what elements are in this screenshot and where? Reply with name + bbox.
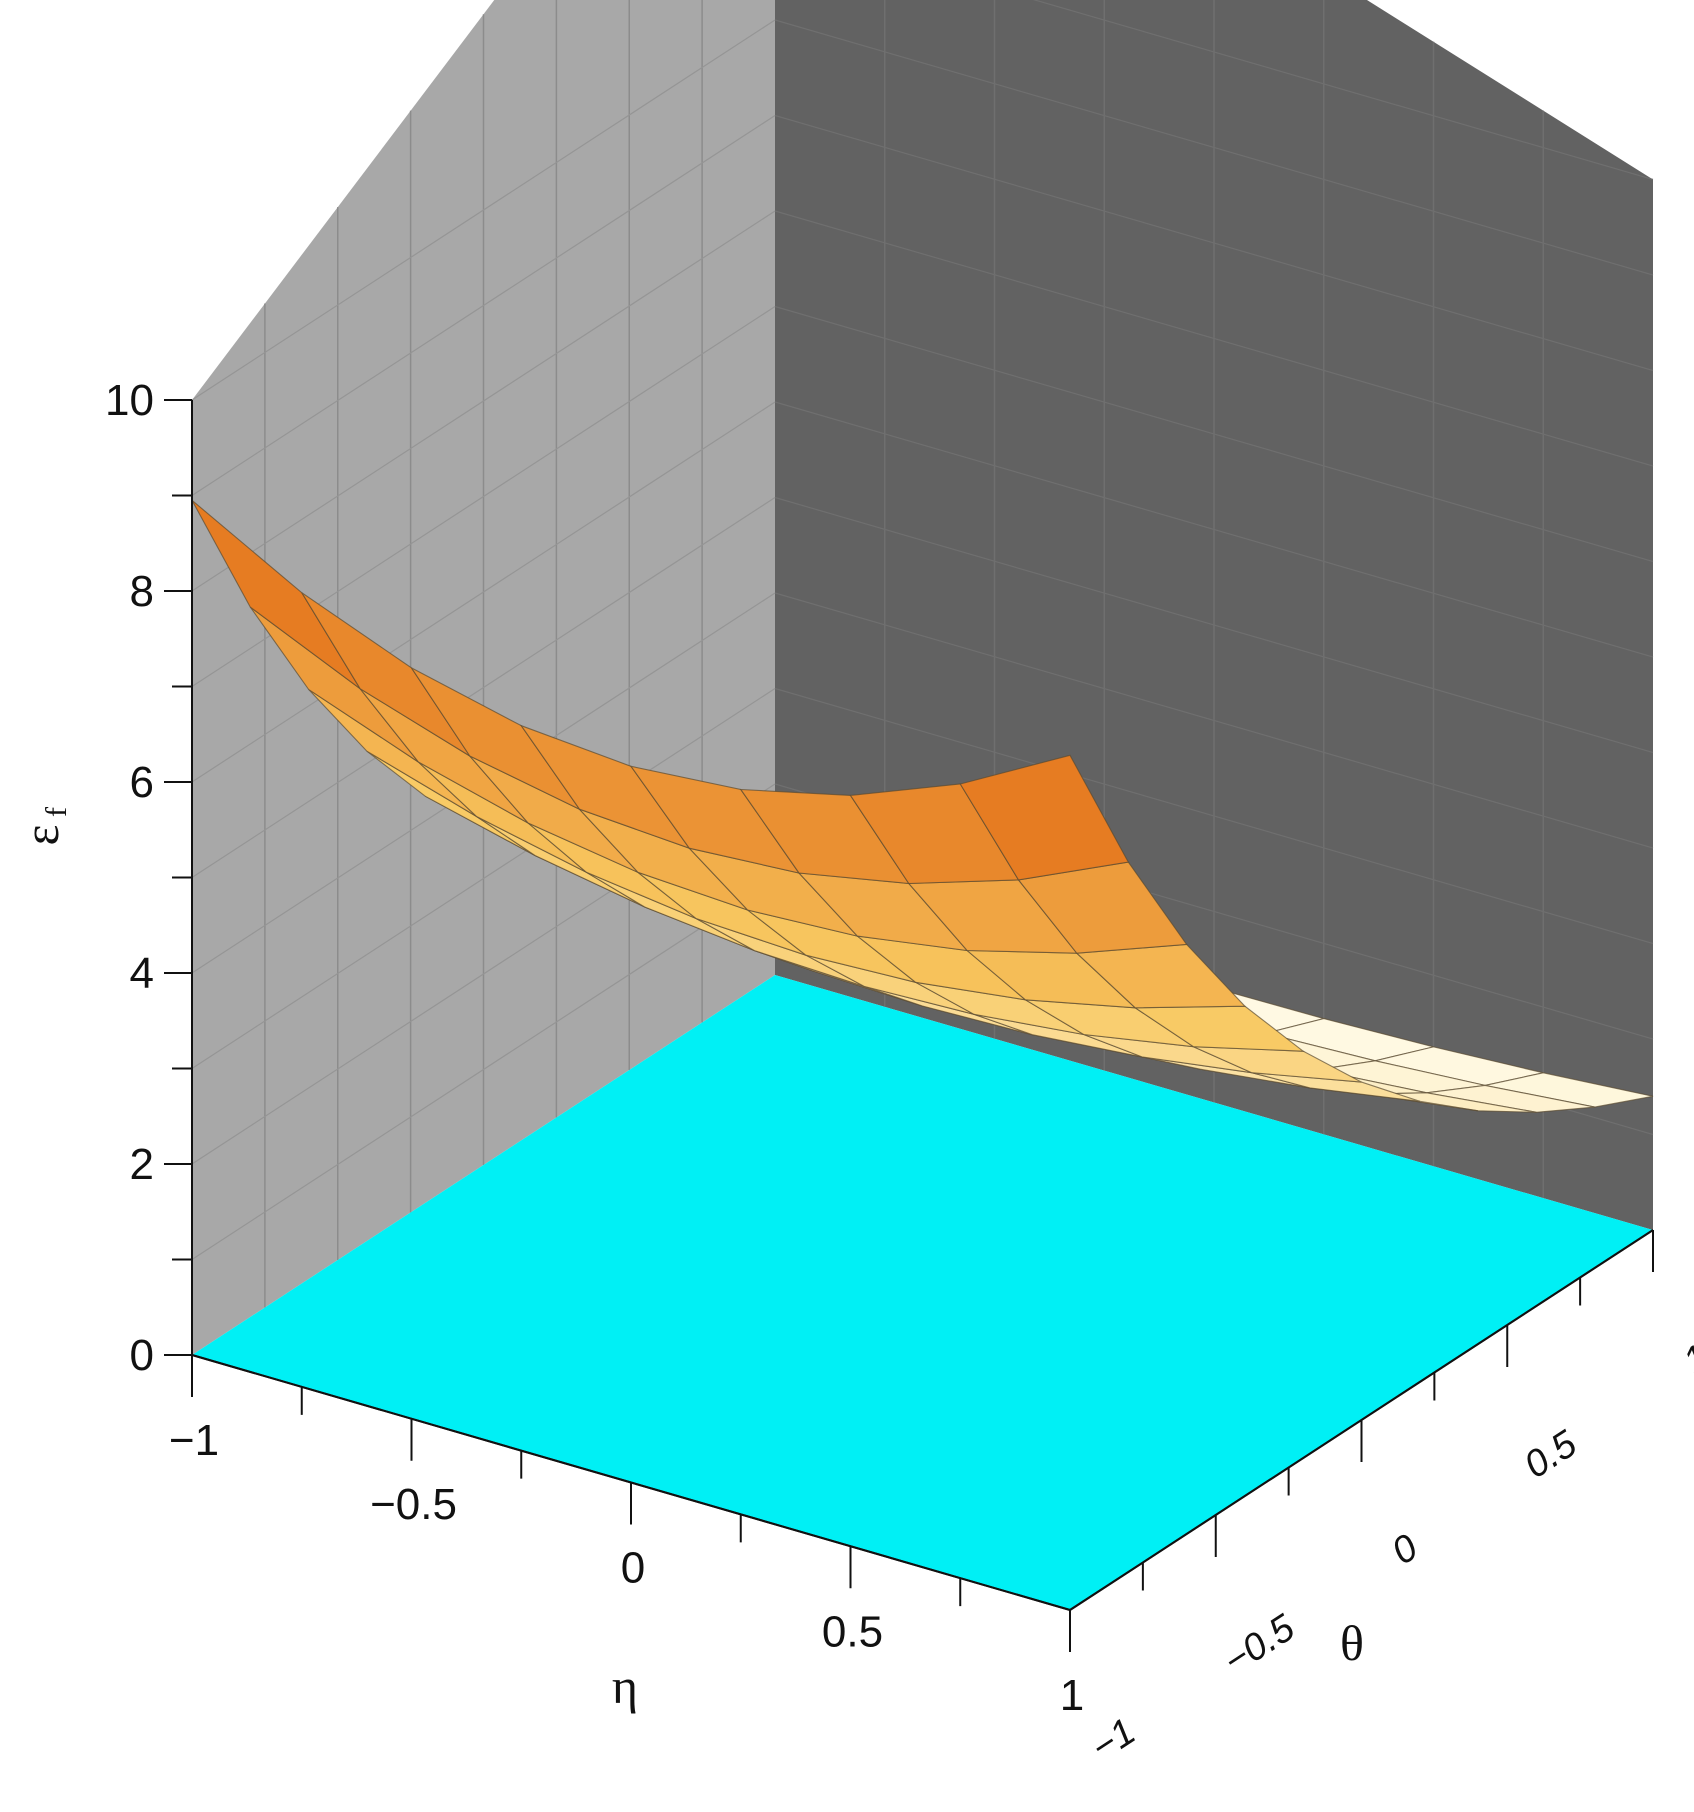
back-wall-gridline [774, 592, 1654, 849]
x-axis-title: η [612, 1658, 638, 1714]
surface [191, 499, 1654, 1113]
eta-tick-label: 1 [1060, 1671, 1084, 1720]
eta-tick-label: 0 [621, 1544, 645, 1593]
z-tick-label: 4 [130, 949, 154, 998]
left-wall-gridline [191, 114, 776, 497]
left-wall-gridline [191, 878, 776, 1261]
back-wall-gridline [774, 114, 1654, 372]
y-axis-title: θ [1340, 1615, 1364, 1671]
theta-tick-label: −1 [1084, 1711, 1143, 1770]
theta-tick-label: 0 [1385, 1527, 1426, 1574]
left-wall-gridline [191, 19, 776, 401]
z-tick-label: 2 [130, 1140, 154, 1189]
back-wall-gridline [774, 210, 1654, 467]
theta-tick-label: 0.5 [1517, 1422, 1585, 1486]
left-wall-gridline [191, 496, 776, 879]
z-axis-title: ε [13, 825, 69, 846]
left-wall-gridline [191, 687, 776, 1070]
eta-tick-label: −0.5 [370, 1480, 457, 1529]
z-axis-title-subscript: f [40, 807, 73, 817]
left-wall-gridline [191, 210, 776, 592]
z-tick-label: 0 [130, 1331, 154, 1380]
z-tick-label: 6 [130, 758, 154, 807]
theta-tick-label: 1 [1676, 1337, 1694, 1384]
left-wall-gridline [191, 401, 776, 783]
back-wall-gridline [774, 305, 1654, 563]
floor-plane [192, 975, 1653, 1610]
back-wall-gridline [1032, 0, 1654, 181]
back-wall-gridline [774, 19, 1654, 276]
back-wall-gridline [774, 496, 1654, 754]
surface-cell [959, 754, 1130, 881]
back-wall-gridline [774, 401, 1654, 658]
z-tick-label: 10 [105, 376, 154, 425]
eta-tick-label: −1 [169, 1416, 219, 1465]
eta-tick-label: 0.5 [822, 1607, 883, 1656]
z-tick-label: 8 [130, 567, 154, 616]
theta-tick-label: −0.5 [1216, 1606, 1303, 1683]
back-wall-gridline [774, 687, 1654, 945]
